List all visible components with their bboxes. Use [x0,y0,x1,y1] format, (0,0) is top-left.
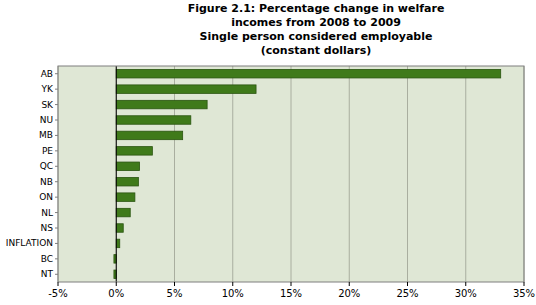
category-label: SK [41,100,54,110]
grid-line [465,66,466,282]
tick-label: 5% [167,288,183,299]
bar [116,131,182,139]
category-tick [55,166,58,167]
bar [116,69,500,77]
bar [116,162,139,170]
grid-line [174,66,175,282]
category-tick [55,73,58,74]
plot-background [58,66,524,282]
bar [116,85,256,93]
category-label: NS [41,223,54,233]
title: Figure 2.1: Percentage change in welfare… [186,2,446,30]
title-box: Figure 2.1: Percentage change in welfare… [186,2,446,58]
category-tick [55,228,58,229]
plot-frame [58,66,524,282]
category-tick [55,89,58,90]
category-tick [55,258,58,259]
grid-line [291,66,292,282]
tick-label: -5% [48,288,67,299]
category-tick [55,150,58,151]
category-label: BC [41,254,53,264]
category-label: PE [42,146,53,156]
category-tick [55,135,58,136]
category-label: AB [41,69,53,79]
category-tick [55,212,58,213]
category-label: ON [39,192,53,202]
category-tick [55,181,58,182]
category-label: YK [41,84,54,94]
category-label: NU [40,115,53,125]
tick-label: 15% [280,288,302,299]
tick-mark [524,282,525,286]
tick-label: 20% [338,288,360,299]
tick-mark [58,282,59,286]
category-label: NL [41,208,53,218]
tick-mark [174,282,175,286]
tick-label: 25% [396,288,418,299]
tick-mark [291,282,292,286]
bar [116,116,191,124]
subtitle: Single person considered employable (con… [186,30,446,58]
bar [116,147,152,155]
tick-label: 0% [108,288,124,299]
tick-mark [465,282,466,286]
category-label: QC [40,161,53,171]
bar [116,100,207,108]
tick-mark [349,282,350,286]
grid-line [349,66,350,282]
category-label: MB [39,130,53,140]
category-label: NB [40,177,53,187]
grid-line [116,66,117,282]
bar [116,193,135,201]
bars [114,69,501,278]
bar [116,224,123,232]
grid-line [232,66,233,282]
tick-mark [116,282,117,286]
bar [116,239,119,247]
category-label: INFLATION [6,238,53,248]
tick-mark [407,282,408,286]
tick-label: 35% [513,288,535,299]
category-tick [55,120,58,121]
tick-label: 10% [222,288,244,299]
category-tick [55,197,58,198]
grid-line [407,66,408,282]
chart: -5% 0% 5% 10% 15% 20% 25% 30% 35% AB YK SK NU MB PE QC N… [0,0,536,305]
tick-label: 30% [455,288,477,299]
bar [116,177,138,185]
category-tick [55,104,58,105]
bar [116,208,130,216]
zero-axis [116,66,117,282]
category-tick [55,243,58,244]
category-tick [55,274,58,275]
category-label: NT [41,269,54,279]
tick-mark [232,282,233,286]
